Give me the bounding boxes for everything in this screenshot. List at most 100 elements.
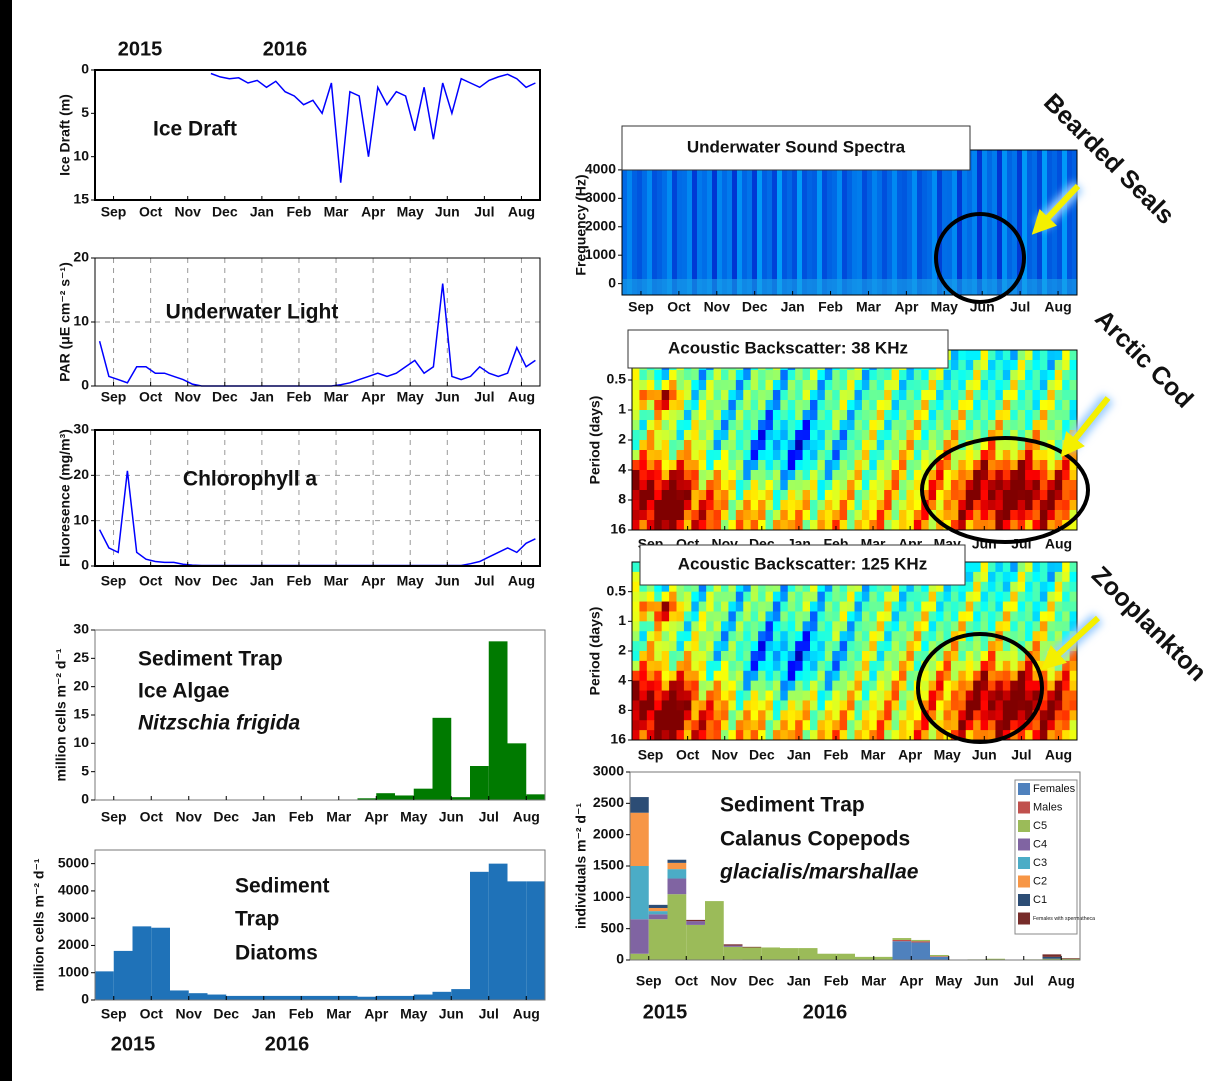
x-tick-label: Dec [212,573,238,589]
wavelet-cell [713,631,722,642]
wavelet-cell [839,720,848,731]
wavelet-cell [1032,380,1041,391]
wavelet-cell [802,450,811,461]
wavelet-cell [1032,730,1041,741]
wavelet-cell [721,641,729,652]
wavelet-cell [988,601,996,612]
wavelet-cell [669,470,677,481]
wavelet-cell [876,581,885,593]
wavelet-cell [1032,611,1041,622]
wavelet-cell [899,710,907,721]
wavelet-cell [661,591,670,603]
wavelet-cell [698,500,707,511]
wavelet-cell [1039,430,1048,441]
wavelet-cell [750,710,759,721]
wavelet-cell [787,460,796,471]
wavelet-cell [646,470,655,481]
wavelet-cell [906,480,915,491]
wavelet-cell [906,430,915,441]
wavelet-cell [988,470,996,481]
wavelet-cell [810,440,818,451]
wavelet-cell [965,720,974,731]
wavelet-cell [861,470,870,481]
wavelet-cell [950,420,959,431]
wavelet-cell [802,641,811,652]
x-tick-label: Jul [1011,747,1031,763]
wavelet-cell [876,680,885,692]
x-tick-label: Aug [1045,536,1072,552]
wavelet-cell [817,670,826,682]
wavelet-cell [654,700,663,711]
wavelet-cell [780,480,789,491]
wavelet-cell [758,700,766,711]
wavelet-cell [980,380,989,391]
wavelet-cell [832,660,841,672]
wavelet-cell [743,641,752,652]
wavelet-cell [698,370,707,381]
wavelet-cell [780,631,789,642]
wavelet-cell [936,480,944,491]
bar-segment [686,924,705,960]
bar [376,995,395,1000]
x-tick-label: May [934,747,961,763]
wavelet-cell [995,641,1004,652]
spectrogram-column [972,150,978,295]
wavelet-cell [876,480,885,491]
x-tick-label: Jun [435,204,460,220]
wavelet-cell [683,601,692,612]
x-tick-label: Oct [675,973,699,989]
wavelet-cell [869,680,878,692]
wavelet-cell [980,730,989,741]
wavelet-cell [713,680,722,692]
wavelet-cell [765,710,774,721]
wavelet-cell [772,591,781,603]
wavelet-cell [936,601,944,612]
wavelet-cell [787,660,796,672]
wavelet-cell [1039,400,1048,411]
wavelet-cell [780,611,789,622]
wavelet-cell [847,690,855,701]
wavelet-cell [1017,591,1026,603]
y-tick-label: 0.5 [607,582,627,598]
wavelet-cell [735,700,744,711]
wavelet-cell [973,400,982,411]
wavelet-cell [839,621,848,632]
wavelet-cell [772,370,781,381]
wavelet-cell [728,641,737,652]
wavelet-cell [817,631,826,642]
wavelet-cell [943,410,952,421]
wavelet-cell [706,700,715,711]
wavelet-cell [1017,720,1026,731]
wavelet-cell [1047,400,1056,411]
wavelet-cell [639,641,648,652]
y-tick-label: 500 [601,919,625,935]
bar-segment [648,907,668,912]
wavelet-cell [683,710,692,721]
wavelet-cell [646,450,655,461]
wavelet-cell [713,700,722,711]
wavelet-cell [743,581,752,593]
wavelet-cell [758,410,766,421]
wavelet-cell [847,601,855,612]
wavelet-cell [973,490,982,501]
wavelet-cell [632,440,640,451]
wavelet-cell [943,621,952,632]
wavelet-cell [1010,380,1019,391]
wavelet-cell [921,700,930,711]
wavelet-cell [654,420,663,431]
wavelet-cell [965,350,974,361]
bar [338,995,358,1000]
wavelet-cell [1039,490,1048,501]
wavelet-cell [1054,621,1063,632]
wavelet-cell [861,390,870,401]
x-tick-label: May [397,573,424,589]
spectrogram-column [782,150,788,295]
wavelet-cell [765,480,774,491]
wavelet-cell [683,680,692,692]
wavelet-cell [713,430,722,441]
wavelet-cell [965,591,974,603]
wavelet-cell [646,601,655,612]
wavelet-cell [780,621,789,632]
wavelet-cell [995,400,1004,411]
wavelet-cell [906,370,915,381]
